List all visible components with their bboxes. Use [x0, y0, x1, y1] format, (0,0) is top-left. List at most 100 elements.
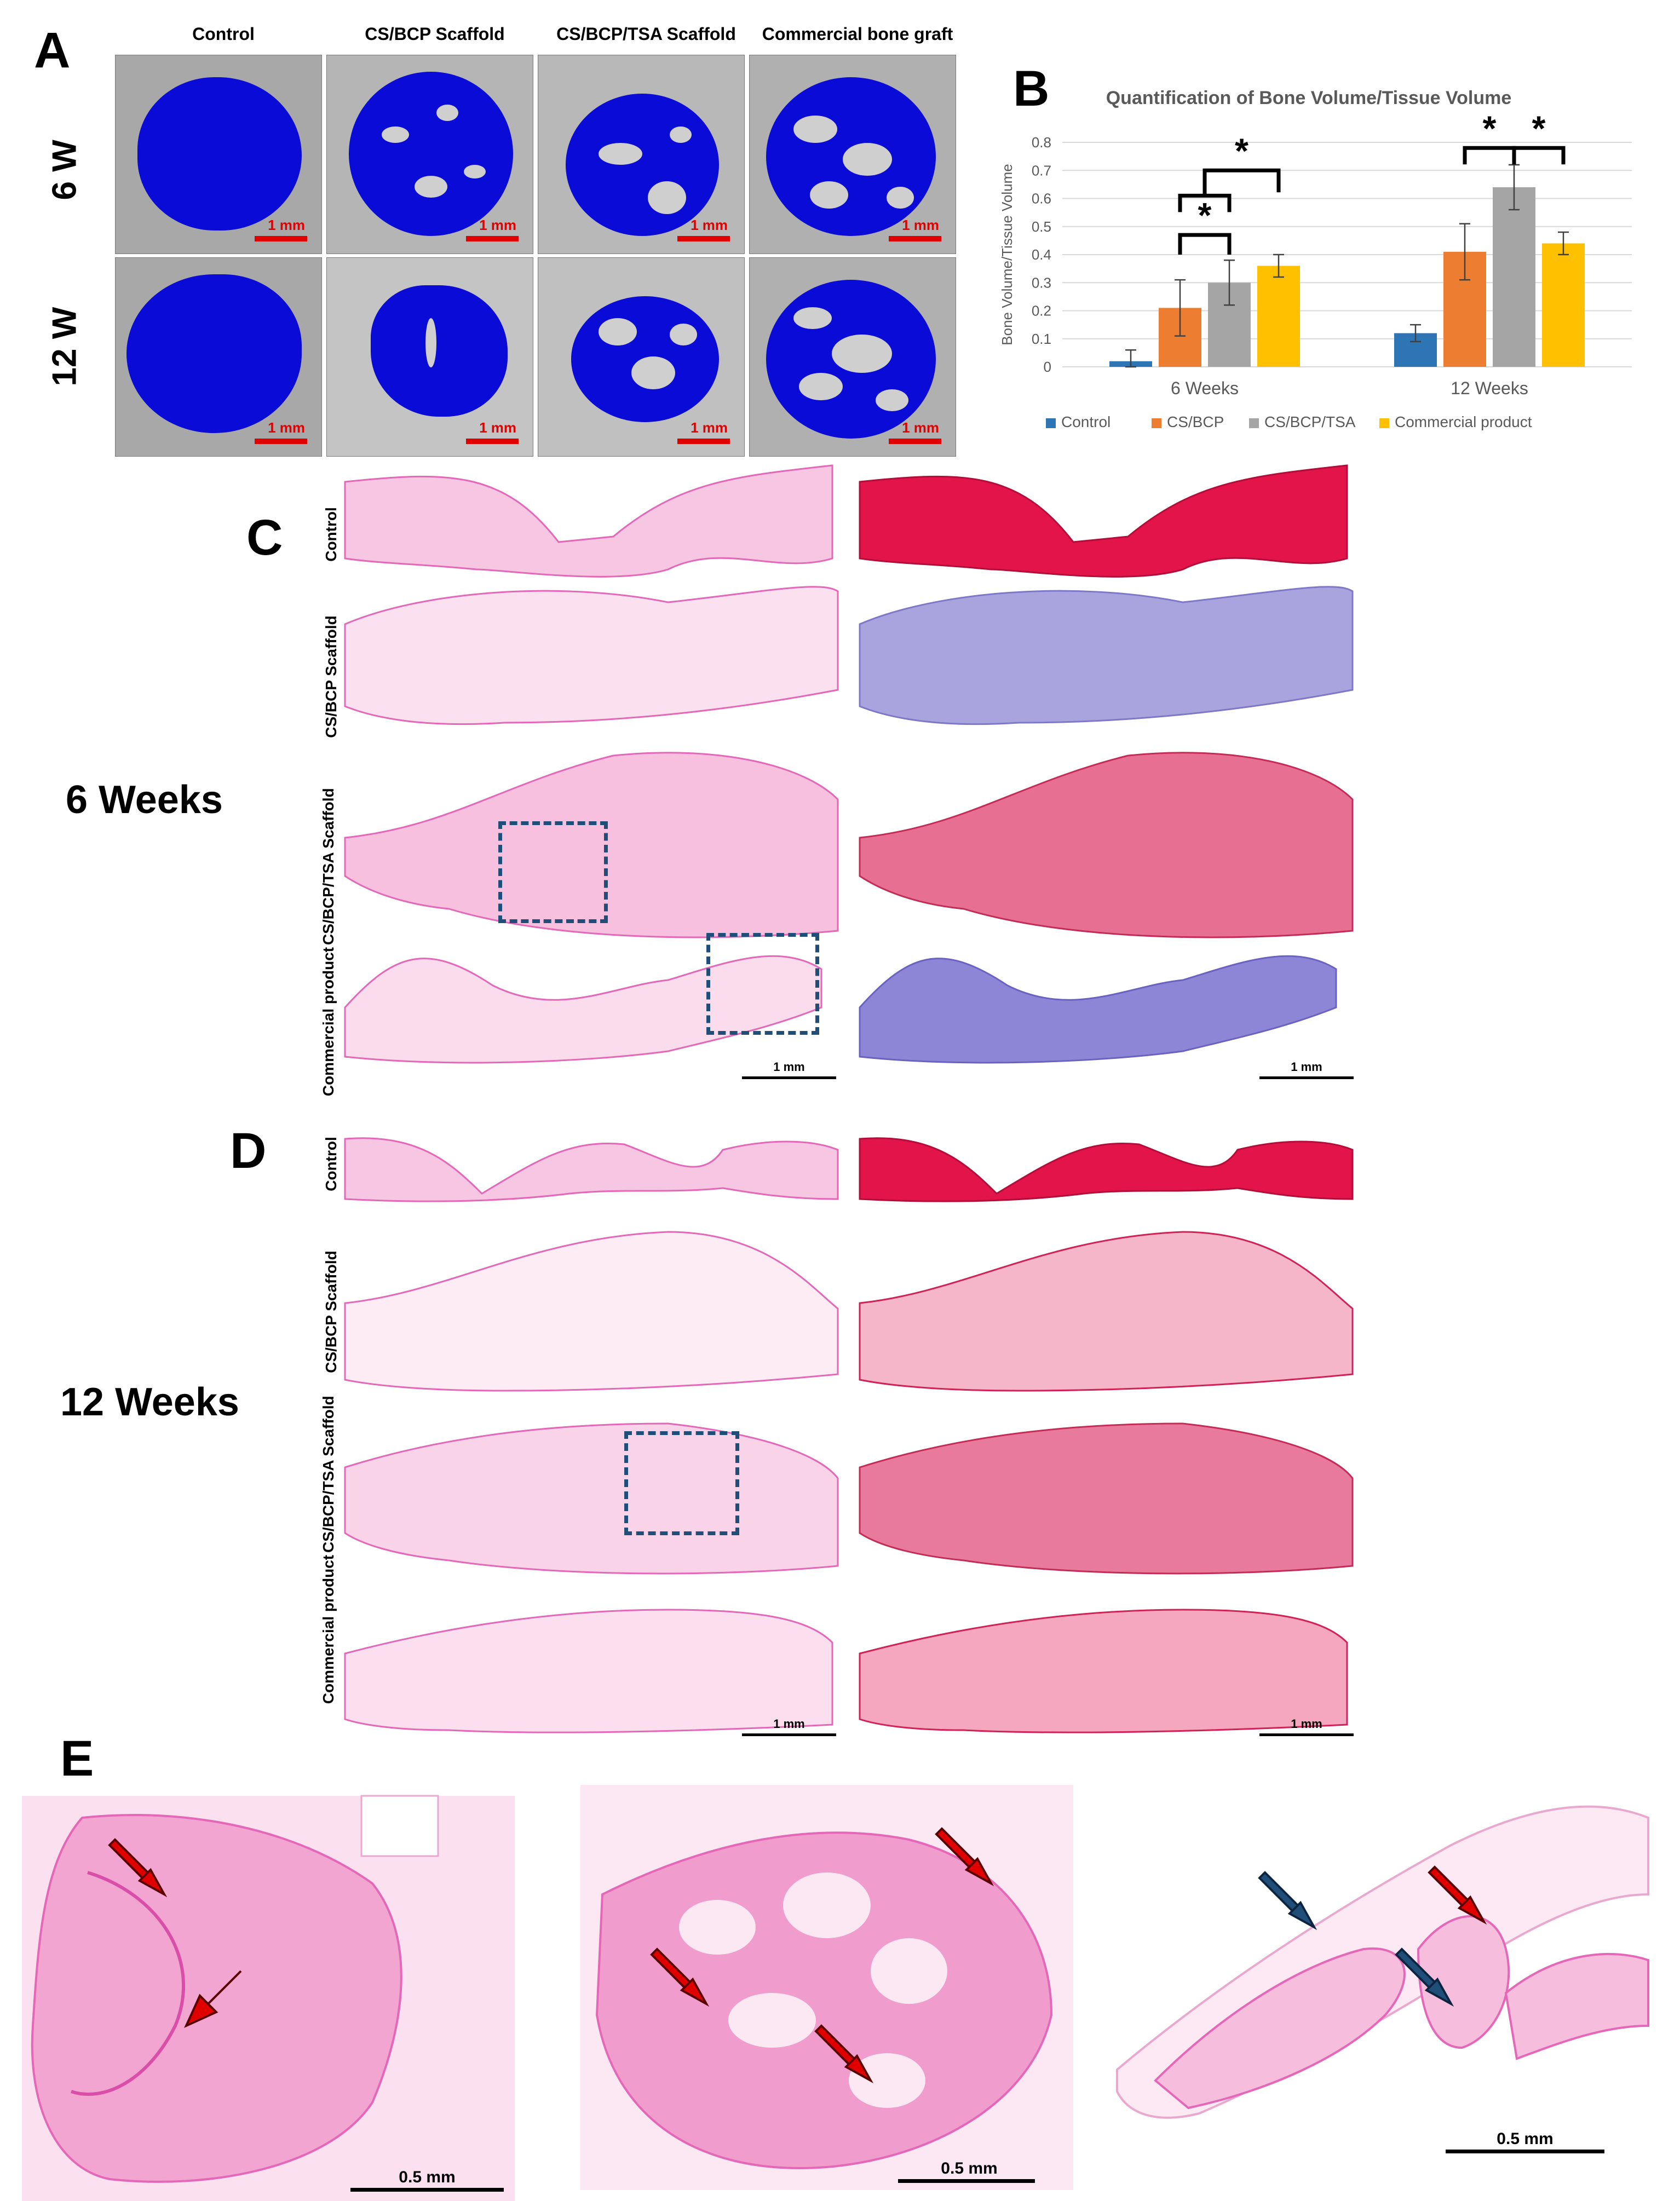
panel-c-row-commercial: Commercial product	[320, 947, 337, 1097]
sig-bracket	[1463, 146, 1516, 165]
y-tick-label: 0.6	[1032, 191, 1051, 207]
panel-a-col-csbcptsa: CS/BCP/TSA Scaffold	[556, 24, 736, 44]
red-arrow	[935, 1827, 994, 1887]
scale-label: 1 mm	[902, 419, 939, 436]
scale-label: 1 mm	[691, 419, 728, 436]
panel-a-col-commercial: Commercial bone graft	[762, 24, 953, 44]
red-arrow	[1428, 1865, 1487, 1925]
panel-d-row-commercial: Commercial product	[320, 1554, 337, 1704]
y-tick-label: 0.8	[1032, 134, 1051, 151]
he-section-csbcp	[344, 1231, 839, 1392]
mt-section-commercial	[859, 955, 1337, 1064]
scale-label: 0.5 mm	[399, 2168, 456, 2186]
he-section-csbcptsa	[344, 752, 839, 938]
legend-label: Control	[1061, 413, 1111, 430]
panel-c-week-label: 6 Weeks	[66, 778, 223, 822]
sig-bracket	[1512, 146, 1566, 165]
panel-d-label: D	[230, 1123, 267, 1179]
scale-bar	[1259, 1733, 1354, 1736]
sig-bracket	[1203, 168, 1281, 196]
legend-swatch	[1152, 418, 1161, 428]
panel-a-col-control: Control	[192, 24, 255, 44]
microct-12w-csbcptsa: 1 mm	[538, 257, 745, 457]
scale-label: 1 mm	[773, 1717, 805, 1731]
bar-commercial-product	[1257, 266, 1300, 367]
sig-bracket	[1178, 233, 1232, 255]
scale-label: 1 mm	[1291, 1060, 1322, 1074]
significance-star: *	[1483, 108, 1497, 148]
bar-commercial-product	[1542, 243, 1585, 367]
legend-label: Commercial product	[1395, 413, 1532, 430]
mt-section-csbcptsa	[859, 1422, 1354, 1575]
panel-a-row-12w: 12 W	[45, 307, 84, 387]
he-section-commercial	[344, 955, 822, 1064]
mt-section-control	[859, 1137, 1354, 1202]
panel-d-he-sections	[344, 1137, 839, 1733]
panel-c-he-sections	[344, 464, 839, 1064]
panel-c-label: C	[246, 510, 283, 566]
y-tick-label: 0.4	[1032, 246, 1051, 263]
panel-e-image-1	[22, 1795, 515, 2201]
scale-label: 1 mm	[479, 419, 516, 436]
x-tick-label: 12 Weeks	[1451, 378, 1528, 398]
he-section-commercial	[344, 1609, 833, 1733]
microct-6w-control: 1 mm	[115, 55, 322, 254]
significance-star: *	[1532, 108, 1546, 148]
zoom-box-d-tsa	[624, 1431, 739, 1535]
microct-6w-csbcp: 1 mm	[326, 55, 533, 254]
red-arrow	[108, 1838, 168, 1898]
scale-label: 0.5 mm	[941, 2159, 998, 2177]
blue-arrow	[1258, 1871, 1317, 1931]
significance-star: *	[1235, 131, 1249, 170]
panel-a-label: A	[34, 22, 71, 78]
mt-section-csbcptsa	[859, 752, 1354, 938]
y-tick-label: 0.5	[1032, 218, 1051, 235]
legend-label: CS/BCP/TSA	[1264, 413, 1356, 430]
panel-e-label: E	[60, 1731, 94, 1787]
red-arrow	[650, 1948, 710, 2007]
microct-12w-control: 1 mm	[115, 257, 322, 457]
scale-bar	[742, 1733, 836, 1736]
red-arrow	[814, 2024, 874, 2084]
he-section-control	[344, 464, 833, 578]
panel-c-row-control: Control	[323, 507, 340, 562]
legend-swatch	[1249, 418, 1259, 428]
mt-section-csbcp	[859, 1231, 1354, 1392]
legend-swatch	[1046, 418, 1056, 428]
panel-e-image-3	[1116, 1805, 1649, 2119]
panel-d-row-csbcp: CS/BCP Scaffold	[323, 1251, 340, 1373]
scale-bar	[350, 2188, 504, 2192]
bar-cs-bcp-tsa	[1493, 187, 1535, 367]
panel-d-mt-sections	[859, 1137, 1354, 1733]
panel-d-week-label: 12 Weeks	[60, 1380, 239, 1424]
y-tick-label: 0.3	[1032, 274, 1051, 291]
panel-a-col-csbcp: CS/BCP Scaffold	[365, 24, 505, 44]
scale-label: 1 mm	[268, 419, 305, 436]
scale-bar	[1259, 1076, 1354, 1079]
legend-swatch	[1379, 418, 1389, 428]
microct-6w-commercial: 1 mm	[749, 55, 956, 254]
microct-12w-commercial: 1 mm	[749, 257, 956, 457]
panel-b-label: B	[1013, 61, 1050, 117]
mt-section-commercial	[859, 1609, 1348, 1733]
panel-e-image-2	[580, 1785, 1073, 2190]
microct-6w-csbcptsa: 1 mm	[538, 55, 745, 254]
zoom-box-c-tsa	[498, 821, 608, 923]
scale-bar	[1446, 2150, 1604, 2153]
scale-label: 1 mm	[691, 217, 728, 233]
scale-label: 1 mm	[479, 217, 516, 233]
he-section-csbcp	[344, 586, 839, 725]
scale-label: 1 mm	[773, 1060, 805, 1074]
panel-a-row-6w: 6 W	[45, 140, 84, 200]
panel-c-row-csbcp: CS/BCP Scaffold	[323, 615, 340, 738]
scale-label: 1 mm	[902, 217, 939, 233]
mt-section-csbcp	[859, 586, 1354, 725]
scale-label: 1 mm	[1291, 1717, 1322, 1731]
mt-section-control	[859, 464, 1348, 578]
y-tick-label: 0.2	[1032, 303, 1051, 319]
chart-title: Quantification of Bone Volume/Tissue Vol…	[1106, 88, 1512, 108]
y-tick-label: 0	[1044, 359, 1051, 375]
legend-label: CS/BCP	[1167, 413, 1224, 430]
panel-c-row-csbcptsa: CS/BCP/TSA Scaffold	[320, 788, 337, 945]
x-tick-label: 6 Weeks	[1171, 378, 1239, 398]
